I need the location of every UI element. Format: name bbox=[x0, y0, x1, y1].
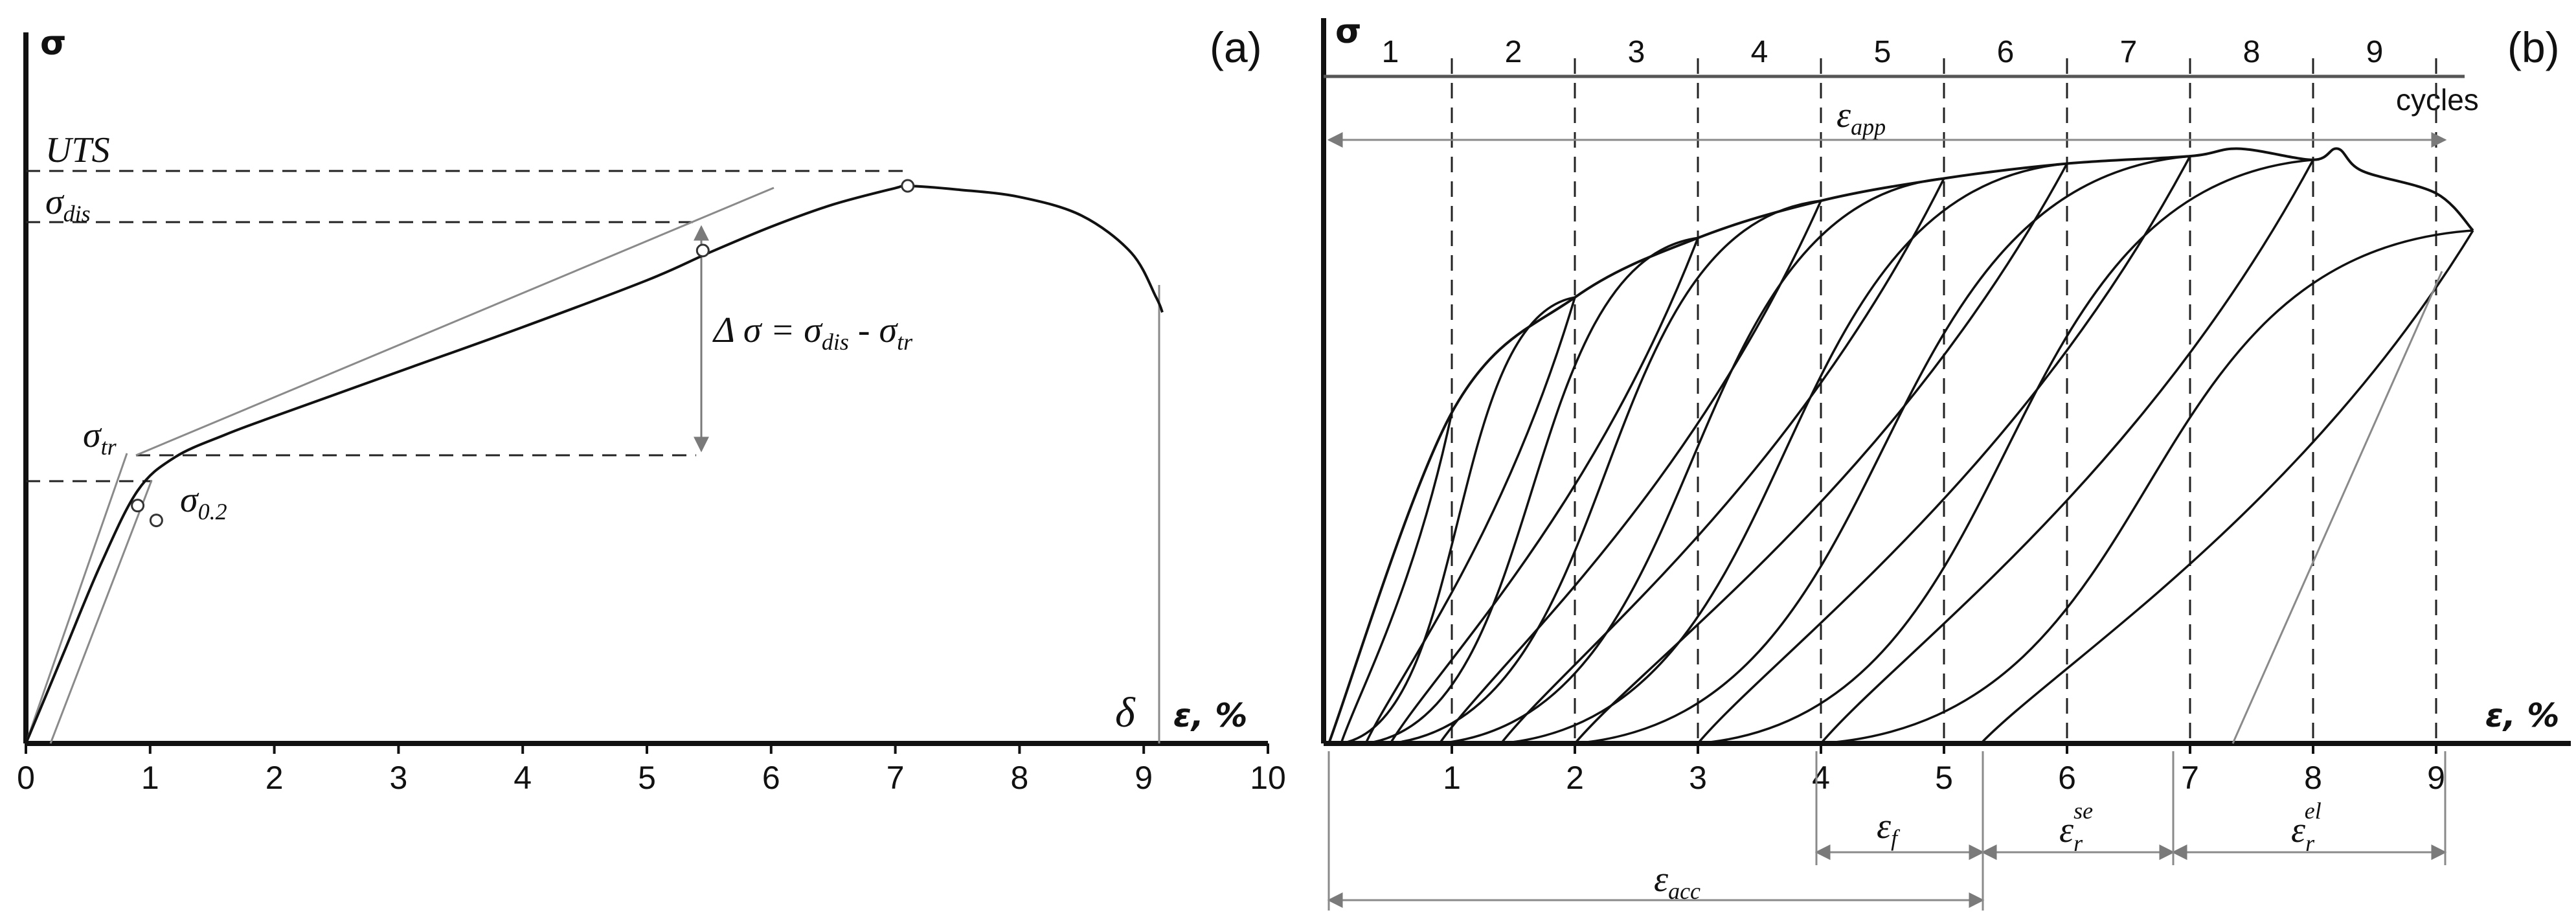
panel-a-stress-strain: 0 1 2 3 4 5 6 7 8 9 10 σ ε, % (a) UTS σdis σtr σ0.… bbox=[17, 23, 1286, 796]
unloading-curve bbox=[1438, 200, 1822, 745]
panel-b-x-axis-label: ε, % bbox=[2485, 697, 2559, 734]
eps-acc-label: εacc bbox=[1654, 859, 1700, 904]
cycle-number-label: 1 bbox=[1382, 35, 1399, 69]
sigma-dis-label: σdis bbox=[45, 182, 91, 227]
reloading-curve bbox=[1439, 177, 1945, 745]
panel-a-tick-label: 3 bbox=[389, 760, 407, 796]
cycle-number-label: 4 bbox=[1751, 35, 1768, 69]
panel-b-label: (b) bbox=[2507, 23, 2560, 71]
unloading-curve bbox=[1340, 412, 1453, 744]
panel-a-x-axis-label: ε, % bbox=[1173, 697, 1247, 734]
unloading-curve bbox=[1389, 237, 1699, 744]
reloading-curve bbox=[1697, 159, 2314, 745]
panel-b-cyclic-loading: σ ε, % (b) cycles 1 2 3 4 5 6 7 8 9 1 2 3 4 5 6 7 8 9 εa… bbox=[1321, 12, 2571, 911]
panel-a-marked-point bbox=[695, 243, 710, 258]
eps-app-label: εapp bbox=[1836, 95, 1886, 140]
panel-b-cycle-dividers bbox=[1451, 58, 2437, 743]
panel-a-tick-label: 6 bbox=[762, 760, 780, 796]
cycle-number-label: 8 bbox=[2243, 35, 2261, 69]
dimension-extension-lines bbox=[1328, 751, 2446, 911]
panel-a-tick-labels: 0 1 2 3 4 5 6 7 8 9 10 bbox=[17, 760, 1286, 796]
cycles-label: cycles bbox=[2396, 83, 2479, 117]
sigma-02-label: σ0.2 bbox=[180, 480, 227, 525]
panel-a-marked-point bbox=[131, 499, 145, 513]
unloading-curve bbox=[1980, 229, 2474, 745]
uts-label: UTS bbox=[45, 130, 110, 170]
eps-rel-label: εrel bbox=[2291, 798, 2322, 856]
cycle-number-label: 9 bbox=[2366, 35, 2384, 69]
panel-b-tick-label: 5 bbox=[1935, 760, 1953, 796]
unloading-curve bbox=[1364, 297, 1576, 744]
reloading-curve bbox=[1365, 236, 1699, 745]
cycle-number-label: 2 bbox=[1505, 35, 1522, 69]
cycle-number-label: 3 bbox=[1628, 35, 1645, 69]
panel-b-tick-labels: 1 2 3 4 5 6 7 8 9 bbox=[1443, 760, 2445, 796]
panel-a-marked-point bbox=[901, 179, 915, 193]
cycle-number-label: 7 bbox=[2120, 35, 2138, 69]
panel-b-tick-label: 4 bbox=[1812, 760, 1830, 796]
panel-a-stress-strain-curve bbox=[25, 184, 1164, 744]
panel-b-envelope-curve bbox=[1328, 147, 2474, 744]
delta-label: δ bbox=[1115, 689, 1136, 736]
panel-a-tick-label: 4 bbox=[514, 760, 532, 796]
panel-b-tick-label: 8 bbox=[2304, 760, 2322, 796]
sigma-tr-label: σtr bbox=[83, 415, 117, 460]
cycle-number-label: 6 bbox=[1997, 35, 2015, 69]
reloading-curve bbox=[1574, 155, 2191, 745]
panel-b-tick-label: 7 bbox=[2181, 760, 2199, 796]
offset-line-0.2 bbox=[49, 480, 153, 744]
panel-a-tick-label: 0 bbox=[17, 760, 35, 796]
panel-a-marked-points bbox=[131, 179, 915, 528]
panel-b-tick-marks bbox=[1451, 743, 2437, 754]
panel-a-tick-label: 2 bbox=[266, 760, 284, 796]
reloading-curve bbox=[1390, 199, 1822, 745]
unloading-curve bbox=[1500, 177, 1945, 745]
final-unload-line bbox=[2231, 271, 2443, 744]
delta-sigma-label: Δ σ = σdis - σtr bbox=[712, 310, 913, 355]
panel-b-hysteresis-curves bbox=[1340, 155, 2474, 745]
panel-a-y-axis-label: σ bbox=[40, 24, 67, 63]
panel-b-tick-label: 1 bbox=[1443, 760, 1461, 796]
panel-a-tick-label: 7 bbox=[887, 760, 905, 796]
elastic-tangent-line bbox=[25, 453, 128, 744]
panel-b-cycle-labels: 1 2 3 4 5 6 7 8 9 bbox=[1382, 35, 2384, 69]
panel-b-tick-label: 3 bbox=[1689, 760, 1707, 796]
panel-a-tick-label: 1 bbox=[141, 760, 159, 796]
panel-a-marked-point bbox=[149, 514, 163, 528]
eps-rse-label: εrse bbox=[2059, 798, 2093, 856]
panel-b-tick-label: 2 bbox=[1566, 760, 1584, 796]
eps-f-label: εf bbox=[1877, 806, 1901, 851]
unloading-curve bbox=[1574, 163, 2068, 745]
panel-a-tick-label: 5 bbox=[638, 760, 656, 796]
panel-a-tick-label: 10 bbox=[1250, 760, 1286, 796]
panel-a-tick-label: 9 bbox=[1135, 760, 1153, 796]
panel-a-label: (a) bbox=[1210, 23, 1262, 71]
panel-b-tick-label: 6 bbox=[2058, 760, 2076, 796]
reloading-curve bbox=[1500, 162, 2068, 745]
panel-a-tick-marks bbox=[25, 743, 1269, 754]
cycle-number-label: 5 bbox=[1874, 35, 1892, 69]
reloading-curve bbox=[1820, 229, 2474, 745]
unloading-curve bbox=[1697, 155, 2191, 745]
panel-a-tick-label: 8 bbox=[1010, 760, 1028, 796]
hardening-tangent-line bbox=[135, 187, 774, 457]
panel-b-y-axis-label: σ bbox=[1335, 12, 1362, 51]
panel-b-tick-label: 9 bbox=[2427, 760, 2445, 796]
unloading-curve bbox=[1820, 159, 2314, 745]
